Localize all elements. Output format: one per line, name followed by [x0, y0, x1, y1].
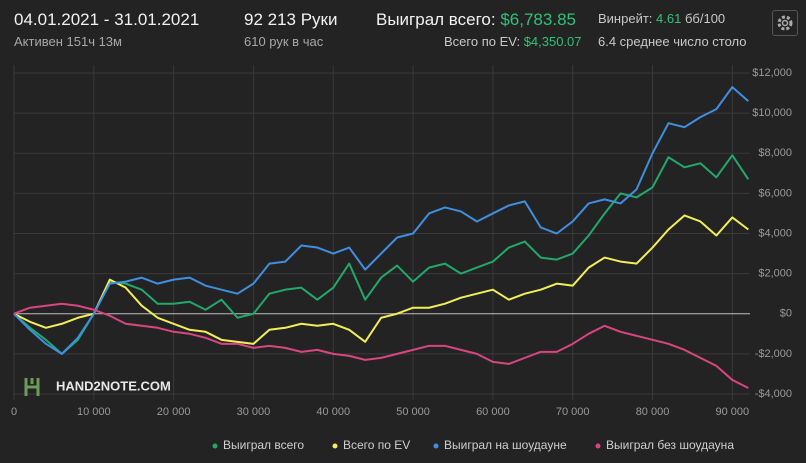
hands: 92 213 Руки	[244, 10, 338, 29]
y-tick-label: -$2,000	[755, 348, 792, 360]
x-tick-label: 20 000	[157, 406, 191, 418]
series-line	[13, 154, 750, 355]
y-tick-label: $0	[780, 308, 792, 320]
gear-icon	[777, 15, 793, 31]
period: 04.01.2021 - 31.01.2021	[14, 10, 200, 29]
legend-marker	[595, 443, 601, 449]
active-time: Активен 151ч 13м	[14, 34, 122, 49]
x-tick-label: 80 000	[636, 406, 670, 418]
ev-total: Всего по EV: $4,350.07	[444, 34, 582, 49]
legend-label: Всего по EV	[343, 438, 410, 452]
label: Всего по EV:	[444, 34, 521, 49]
y-tick-label: $12,000	[752, 67, 792, 79]
legend-label: Выиграл на шоудауне	[444, 438, 567, 452]
legend-item: Выиграл без шоудауна	[595, 438, 734, 452]
series-line	[13, 214, 749, 345]
unit: бб/100	[684, 11, 726, 26]
y-tick-label: $10,000	[752, 107, 792, 119]
y-tick-label: $6,000	[758, 187, 792, 199]
x-tick-label: 10 000	[77, 406, 111, 418]
legend-item: Выиграл всего	[212, 438, 304, 452]
x-tick-label: 0	[11, 406, 17, 418]
tables: 6.4 среднее число столо	[598, 34, 747, 49]
x-tick-label: 70 000	[556, 406, 590, 418]
legend-item: Всего по EV	[332, 438, 410, 452]
legend-marker	[332, 443, 338, 449]
legend-marker	[433, 443, 439, 449]
label: Выиграл всего:	[376, 10, 496, 29]
series-line	[13, 302, 749, 389]
logo-text: HAND2NOTE.COM	[56, 378, 171, 393]
plot: 0 10 000 20 000 30 000 40 000 50 000 60 000 70 …	[11, 65, 792, 452]
series-line	[13, 86, 749, 355]
winrate: Винрейт: 4.61 бб/100	[598, 11, 725, 26]
logo-icon	[24, 378, 40, 396]
legend-label: Выиграл всего	[223, 438, 304, 452]
x-tick-label: 50 000	[396, 406, 430, 418]
value: $4,350.07	[523, 34, 582, 49]
won-total: Выиграл всего: $6,783.85	[376, 10, 576, 30]
value: 4.61	[656, 11, 682, 26]
y-tick-label: $4,000	[758, 227, 792, 239]
legend: Выиграл всего Всего по EV Выиграл на шоуда…	[212, 438, 734, 452]
x-tick-label: 90 000	[716, 406, 750, 418]
legend-label: Выиграл без шоудауна	[606, 438, 734, 452]
label: Винрейт:	[598, 11, 653, 26]
hands-rate: 610 рук в час	[244, 34, 324, 49]
y-tick-label: $2,000	[758, 268, 792, 280]
y-tick-label: $8,000	[758, 147, 792, 159]
y-tick-label: -$4,000	[755, 388, 792, 400]
x-tick-label: 60 000	[476, 406, 510, 418]
logo: HAND2NOTE.COM	[24, 378, 171, 396]
legend-item: Выиграл на шоудауне	[433, 438, 567, 452]
value: $6,783.85	[500, 10, 576, 29]
legend-marker	[212, 443, 218, 449]
x-tick-label: 40 000	[316, 406, 350, 418]
settings-button[interactable]	[772, 10, 798, 36]
x-tick-label: 30 000	[237, 406, 271, 418]
